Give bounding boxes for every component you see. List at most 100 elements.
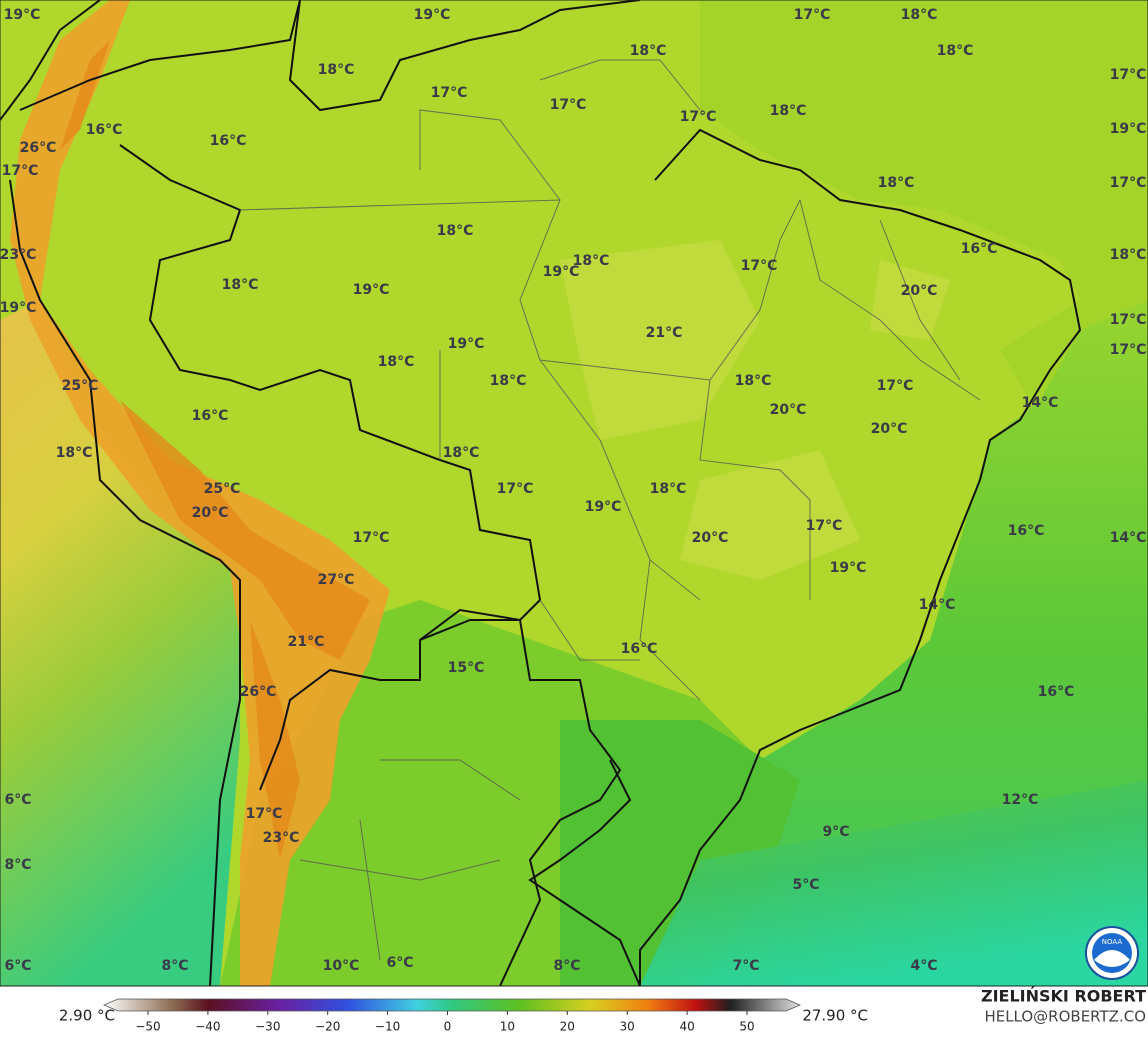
colorbar-tick-label: 30 [620,1020,635,1034]
temperature-label: 15°C [448,660,485,676]
temperature-label: 18°C [630,43,667,59]
temperature-label: 17°C [806,518,843,534]
state-borders [239,59,981,961]
temperature-label: 27°C [318,572,355,588]
temperature-label: 16°C [210,133,247,149]
temperature-label: 7°C [732,958,759,974]
temperature-label: 19°C [353,282,390,298]
noaa-logo: NOAA [1085,926,1139,980]
colorbar: 2.90 °C 27.90 °C −50 −40 −30 −20 −10 0 10 20 30 4… [59,998,868,1034]
temperature-label: 6°C [386,955,413,971]
temperature-label: 16°C [621,641,658,657]
temperature-label: 17°C [550,97,587,113]
temperature-label: 5°C [792,877,819,893]
temperature-label: 10°C [323,958,360,974]
temperature-label: 17°C [877,378,914,394]
temperature-label: 16°C [1008,523,1045,539]
temperature-label: 18°C [318,62,355,78]
temperature-label: 17°C [353,530,390,546]
temperature-label: 19°C [830,560,867,576]
temperature-label: 18°C [437,223,474,239]
temperature-label: 16°C [1038,684,1075,700]
temperature-label: 8°C [553,958,580,974]
temperature-label: 18°C [937,43,974,59]
temperature-label: 19°C [1110,121,1147,137]
temperature-label: 20°C [901,283,938,299]
temperature-label: 18°C [650,481,687,497]
temperature-label: 12°C [1002,792,1039,808]
temperature-label: 17°C [497,481,534,497]
temperature-label: 17°C [1110,175,1147,191]
temperature-label: 17°C [680,109,717,125]
temperature-label: 19°C [585,499,622,515]
credit-name: ZIELIŃSKI ROBERT [981,987,1146,1006]
temperature-label: 18°C [878,175,915,191]
temperature-label: 18°C [56,445,93,461]
temperature-label: 17°C [741,258,778,274]
colorbar-min: 2.90 °C [59,1007,115,1025]
temperature-label: 19°C [448,336,485,352]
colorbar-tick-label: −50 [135,1020,160,1034]
temperature-label: 18°C [378,354,415,370]
temperature-labels: 19°C 19°C 17°C 18°C 18°C 18°C 18°C 17°C 17°C 17°C… [0,7,1146,974]
temperature-label: 18°C [1110,247,1147,263]
temperature-label: 18°C [735,373,772,389]
temperature-label: 17°C [794,7,831,23]
map-background [0,0,1148,986]
temperature-label: 20°C [770,402,807,418]
temperature-label: 18°C [443,445,480,461]
temperature-label: 14°C [919,597,956,613]
temperature-label: 20°C [871,421,908,437]
temperature-label: 4°C [910,958,937,974]
temperature-label: 8°C [4,857,31,873]
temperature-label: 14°C [1022,395,1059,411]
temperature-label: 6°C [4,958,31,974]
temperature-label: 14°C [1110,530,1147,546]
temperature-label: 18°C [490,373,527,389]
temperature-label: 17°C [2,163,39,179]
temperature-label: 16°C [86,122,123,138]
temperature-label: 17°C [246,806,283,822]
temperature-label: 25°C [62,378,99,394]
temperature-label: 21°C [288,634,325,650]
temperature-label: 16°C [192,408,229,424]
temperature-label: 17°C [1110,67,1147,83]
temperature-label: 19°C [0,300,36,316]
temperature-label: 17°C [1110,342,1147,358]
colorbar-tick-label: −20 [315,1020,340,1034]
colorbar-tick-label: 20 [560,1020,575,1034]
colorbar-tick-label: 40 [679,1020,694,1034]
colorbar-tick-label: 10 [500,1020,515,1034]
temperature-label: 8°C [161,958,188,974]
temperature-label: 21°C [646,325,683,341]
colorbar-tick-label: 50 [739,1020,754,1034]
temperature-label: 23°C [263,830,300,846]
temperature-label: 18°C [573,253,610,269]
colorbar-gradient [102,998,802,1012]
temperature-label: 16°C [961,241,998,257]
temperature-label: 19°C [543,264,580,280]
temperature-label: 17°C [1110,312,1147,328]
colorbar-tick-label: 0 [444,1020,452,1034]
logo-text: NOAA [1102,938,1123,946]
borders [0,0,1082,987]
temperature-label: 26°C [20,140,57,156]
colorbar-tick-label: −30 [255,1020,280,1034]
temperature-label: 6°C [4,792,31,808]
colorbar-tick-label: −10 [375,1020,400,1034]
temperature-label: 18°C [222,277,259,293]
temperature-label: 19°C [4,7,41,23]
temperature-label: 19°C [414,7,451,23]
map-frame [0,0,1148,987]
temperature-label: 18°C [770,103,807,119]
temperature-label: 17°C [431,85,468,101]
temperature-label: 20°C [192,505,229,521]
colorbar-tick-label: −40 [195,1020,220,1034]
temperature-label: 26°C [240,684,277,700]
temperature-label: 23°C [0,247,36,263]
temperature-label: 18°C [901,7,938,23]
temperature-label: 20°C [692,530,729,546]
credit-email: HELLO@ROBERTZ.CO [984,1008,1146,1026]
